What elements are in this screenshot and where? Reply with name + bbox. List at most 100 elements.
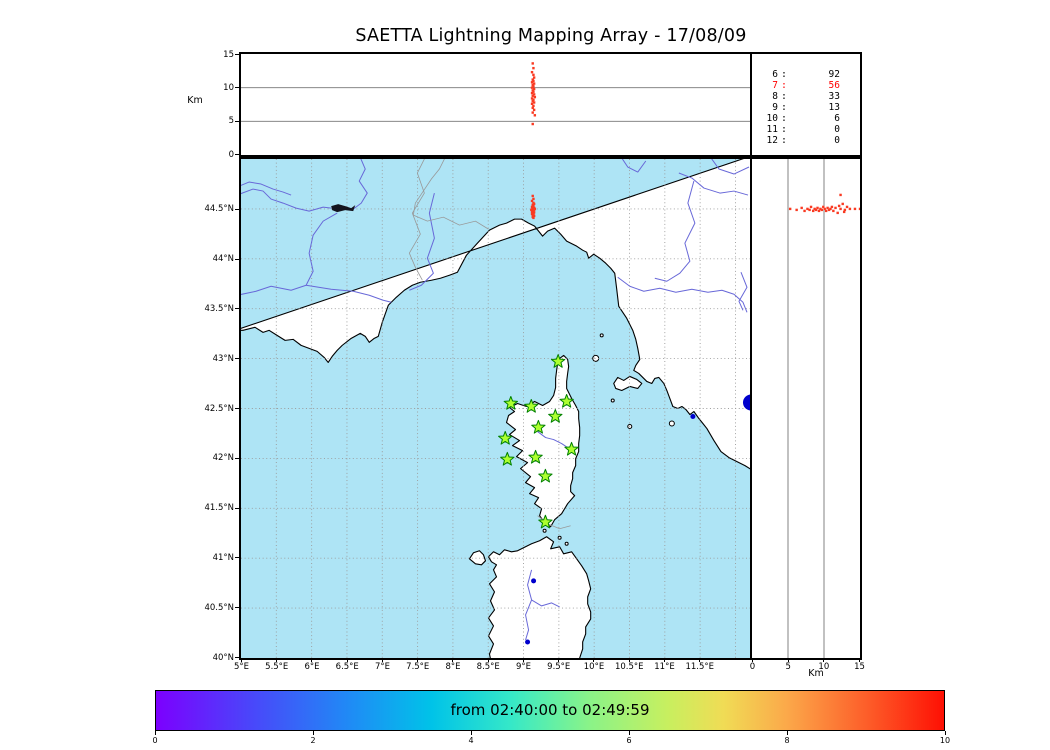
colorbar-tick-label: 6 xyxy=(626,736,632,745)
colon: : xyxy=(781,124,787,135)
source-count: 56 xyxy=(828,80,840,91)
source-count: 6 xyxy=(834,113,840,124)
vhf-source-dot xyxy=(531,111,534,114)
vhf-source-dot xyxy=(531,213,534,217)
vhf-source-dot xyxy=(531,99,534,103)
vhf-source-dot xyxy=(533,114,537,117)
river xyxy=(654,180,696,282)
vhf-source-dot xyxy=(532,209,535,213)
altitude-km: 11 xyxy=(766,124,778,135)
river xyxy=(738,272,748,311)
vhf-source-dot xyxy=(813,207,816,211)
vhf-source-dot xyxy=(814,208,818,212)
longitude-tick-label: 9°E xyxy=(515,662,531,672)
lma-station-star xyxy=(564,441,579,456)
longitude-tick-label: 8°E xyxy=(445,662,461,672)
latitude-tick-mark xyxy=(235,507,239,509)
colon: : xyxy=(781,69,787,80)
vhf-source-dot xyxy=(530,70,534,74)
colorbar-tick-mark xyxy=(944,731,946,735)
source-count: 92 xyxy=(828,69,840,80)
latitude-tick-mark xyxy=(235,557,239,559)
altitude-tick-mark xyxy=(235,120,239,122)
latitude-tick-label: 44°N xyxy=(212,254,234,265)
altitude-vs-longitude-plot xyxy=(241,62,751,126)
small-island xyxy=(599,333,604,338)
river xyxy=(678,172,749,196)
km-tick-label: 15 xyxy=(854,662,865,672)
vhf-source-dot xyxy=(808,208,811,212)
altitude-km: 9 xyxy=(772,102,778,113)
longitude-tick-label: 5°E xyxy=(233,662,250,672)
lma-station-star xyxy=(538,514,553,529)
colorbar-tick-label: 8 xyxy=(784,736,790,745)
latitude-tick-label: 43°N xyxy=(212,353,234,364)
vhf-source-dot xyxy=(803,209,806,213)
longitude-tick-label: 11°E xyxy=(654,662,675,672)
vhf-source-dot xyxy=(817,209,821,213)
colorbar-tick-mark xyxy=(628,731,630,735)
vhf-source-dot xyxy=(531,194,534,198)
vhf-source-dot xyxy=(822,205,825,209)
vhf-source-dot xyxy=(531,94,534,97)
longitude-tick-label: 10.5°E xyxy=(614,662,644,672)
river xyxy=(711,159,750,175)
longitude-tick-label: 6°E xyxy=(304,662,320,672)
vhf-source-dot xyxy=(845,205,849,209)
colorbar-tick-mark xyxy=(786,731,788,735)
vhf-source-dot xyxy=(834,206,837,210)
vhf-source-dot xyxy=(532,82,536,85)
vhf-source-dot xyxy=(832,209,835,213)
latitude-tick-mark xyxy=(235,208,239,210)
altitude-tick-label: 10 xyxy=(223,82,234,93)
altitude-count-list: 6:92 7:56 8:33 9:13 10:6 11:0 12:0 xyxy=(760,69,844,146)
river xyxy=(306,284,392,303)
small-island xyxy=(610,398,615,403)
vhf-source-dot xyxy=(530,199,534,203)
colorbar-time-range-label: from 02:40:00 to 02:49:59 xyxy=(156,691,944,730)
landmass xyxy=(468,550,487,566)
landmass xyxy=(613,375,643,392)
vhf-source-dot xyxy=(532,108,536,112)
colorbar-tick-mark xyxy=(312,731,314,735)
vhf-source-dot xyxy=(836,211,839,215)
vhf-source-dot xyxy=(531,106,534,110)
lma-station-star xyxy=(500,451,515,466)
vhf-source-dot xyxy=(531,122,534,126)
latitude-tick-mark xyxy=(235,657,239,658)
longitude-tick-label: 7°E xyxy=(374,662,390,672)
vhf-source-dot xyxy=(843,208,847,212)
vhf-source-dot xyxy=(530,91,534,95)
lake xyxy=(331,204,356,213)
altitude-count-row: 8: 33 xyxy=(760,91,844,102)
country-border xyxy=(412,159,445,216)
colorbar-tick-label: 10 xyxy=(939,736,951,745)
altitude-tick-label: 5 xyxy=(228,116,234,127)
km-tick-mark xyxy=(859,658,860,662)
latitude-tick-label: 40.5°N xyxy=(204,602,234,613)
longitude-tick-mark xyxy=(663,658,665,662)
latitude-tick-mark xyxy=(235,258,239,260)
figure-title: SAETTA Lightning Mapping Array - 17/08/0… xyxy=(355,26,747,46)
vhf-source-dot xyxy=(532,76,536,79)
vhf-source-dot xyxy=(788,207,792,211)
vhf-source-dot xyxy=(532,93,536,96)
longitude-tick-label: 7.5°E xyxy=(406,662,430,672)
longitude-tick-mark xyxy=(593,658,595,662)
longitude-tick-mark xyxy=(487,658,489,662)
vhf-source-dot xyxy=(826,206,829,210)
vhf-source-dot xyxy=(532,197,535,201)
vhf-source-dot xyxy=(531,78,534,81)
km-tick-label: 5 xyxy=(785,662,791,672)
lma-station-star xyxy=(528,449,543,464)
colon: : xyxy=(781,91,787,102)
river xyxy=(621,159,647,173)
vhf-source-dot xyxy=(530,81,534,84)
altitude-vs-longitude-panel xyxy=(239,52,753,157)
vhf-source-dot xyxy=(532,87,536,91)
river xyxy=(241,188,332,212)
longitude-tick-mark xyxy=(381,658,383,662)
vhf-source-dot xyxy=(530,86,534,89)
river xyxy=(241,212,338,295)
